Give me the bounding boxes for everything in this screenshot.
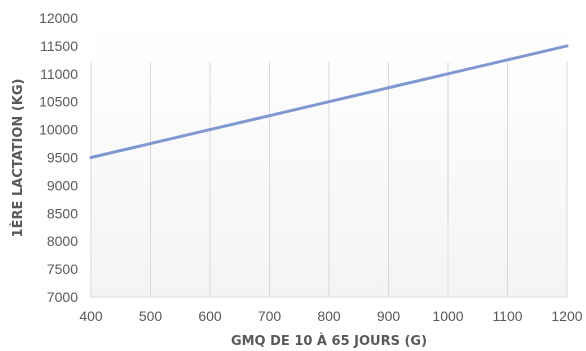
x-tick-labels: 400 500 600 700 800 900 1000 1100 1200 (79, 308, 582, 324)
y-tick-label: 9500 (47, 150, 78, 166)
y-tick-label: 11000 (40, 66, 78, 82)
x-tick-label: 600 (198, 308, 222, 324)
x-tick-label: 1000 (432, 308, 463, 324)
y-tick-label: 11500 (40, 38, 78, 54)
x-tick-label: 500 (139, 308, 163, 324)
x-tick-label: 1100 (492, 308, 522, 324)
y-tick-labels: 7000 7500 8000 8500 9000 9500 10000 10500 11000 1… (39, 10, 78, 305)
series-line (89, 44, 569, 159)
y-tick-label: 10500 (39, 94, 78, 110)
x-tick-label: 700 (258, 308, 282, 324)
y-tick-label: 9000 (47, 177, 78, 193)
y-tick-label: 7000 (47, 289, 78, 305)
x-tick-label: 1200 (551, 308, 582, 324)
y-tick-label: 10000 (39, 122, 78, 138)
y-tick-label: 12000 (39, 10, 78, 26)
y-tick-label: 7500 (47, 261, 78, 277)
x-tick-label: 800 (317, 308, 341, 324)
series-group (89, 44, 569, 159)
x-tick-label: 400 (79, 308, 103, 324)
y-axis-title: 1ÈRE LACTATION (KG) (10, 79, 26, 238)
y-tick-label: 8500 (47, 205, 78, 221)
x-axis-title: GMQ DE 10 À 65 JOURS (G) (231, 333, 427, 349)
x-tick-label: 900 (377, 308, 401, 324)
grid-lines (90, 62, 568, 298)
y-tick-label: 8000 (47, 233, 78, 249)
